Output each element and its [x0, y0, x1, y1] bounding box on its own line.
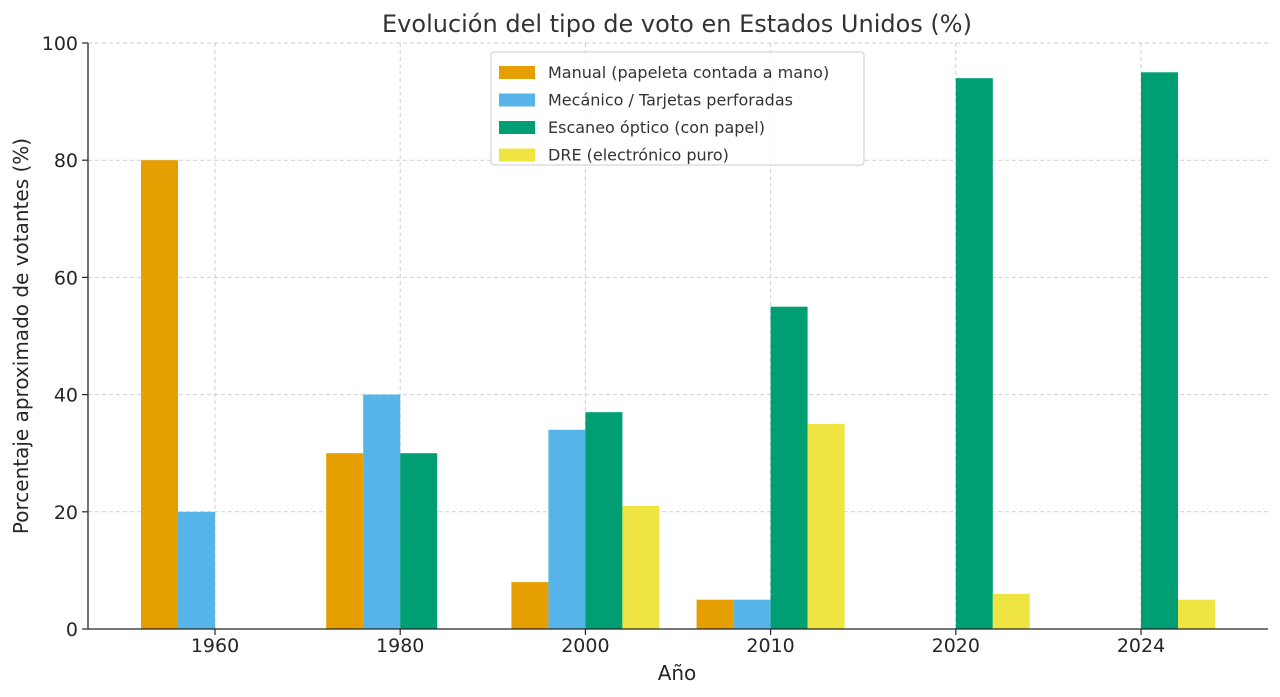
chart-title: Evolución del tipo de voto en Estados Un…: [382, 10, 972, 38]
x-tick-label: 1960: [191, 635, 239, 657]
bar-3-2020: [955, 78, 993, 629]
bar-1-2000: [511, 582, 549, 629]
y-tick-label: 100: [42, 33, 78, 55]
bar-3-2010: [770, 306, 808, 629]
x-axis-label: Año: [658, 661, 697, 685]
legend-swatch-1: [499, 66, 535, 79]
bar-2-2010: [733, 599, 771, 629]
x-tick-label: 1980: [376, 635, 424, 657]
bar-3-2000: [585, 412, 623, 629]
y-tick-label: 60: [54, 267, 78, 289]
legend-swatch-2: [499, 93, 535, 107]
x-tick-label: 2020: [932, 635, 980, 657]
bar-1-1980: [326, 453, 364, 629]
bar-4-2010: [807, 423, 845, 629]
bar-1-1960: [141, 160, 178, 629]
x-tick-label: 2000: [561, 635, 609, 657]
legend-label-1: Manual (papeleta contada a mano): [548, 63, 829, 82]
legend-box: [490, 51, 865, 166]
y-tick-label: 40: [54, 385, 78, 407]
bar-3-2024: [1141, 72, 1178, 630]
y-ticks-group: 0 20 40 60 80 100: [42, 33, 88, 641]
bar-4-2020: [992, 593, 1030, 629]
grid-lines: [88, 42, 1268, 629]
bar-1-2010: [696, 599, 734, 629]
y-tick-label: 20: [54, 502, 78, 524]
bar-2-1960: [178, 511, 215, 629]
legend: Manual (papeleta contada a mano) Mecánico…: [490, 51, 865, 166]
bar-2-1980: [363, 394, 401, 629]
x-tick-label: 2010: [746, 635, 794, 657]
y-tick-label: 80: [54, 150, 78, 172]
y-axis-label: Porcentaje aproximado de votantes (%): [9, 138, 33, 534]
legend-label-2: Mecánico / Tarjetas perforadas: [548, 91, 793, 110]
x-tick-label: 2024: [1117, 635, 1165, 657]
legend-label-3: Escaneo óptico (con papel): [548, 118, 765, 137]
legend-swatch-4: [499, 148, 535, 162]
axes-group: [87, 43, 1268, 630]
bar-4-2000: [622, 505, 660, 629]
legend-swatch-3: [499, 121, 535, 134]
bar-2-2000: [548, 429, 586, 629]
bar-4-2024: [1178, 599, 1215, 629]
bars-group: [141, 72, 1215, 630]
bar-3-1980: [400, 453, 438, 629]
legend-label-4: DRE (electrónico puro): [548, 146, 729, 165]
x-ticks-group: 1960 1980 2000 2010 2020 2024: [191, 629, 1165, 657]
y-tick-label: 0: [66, 619, 78, 641]
